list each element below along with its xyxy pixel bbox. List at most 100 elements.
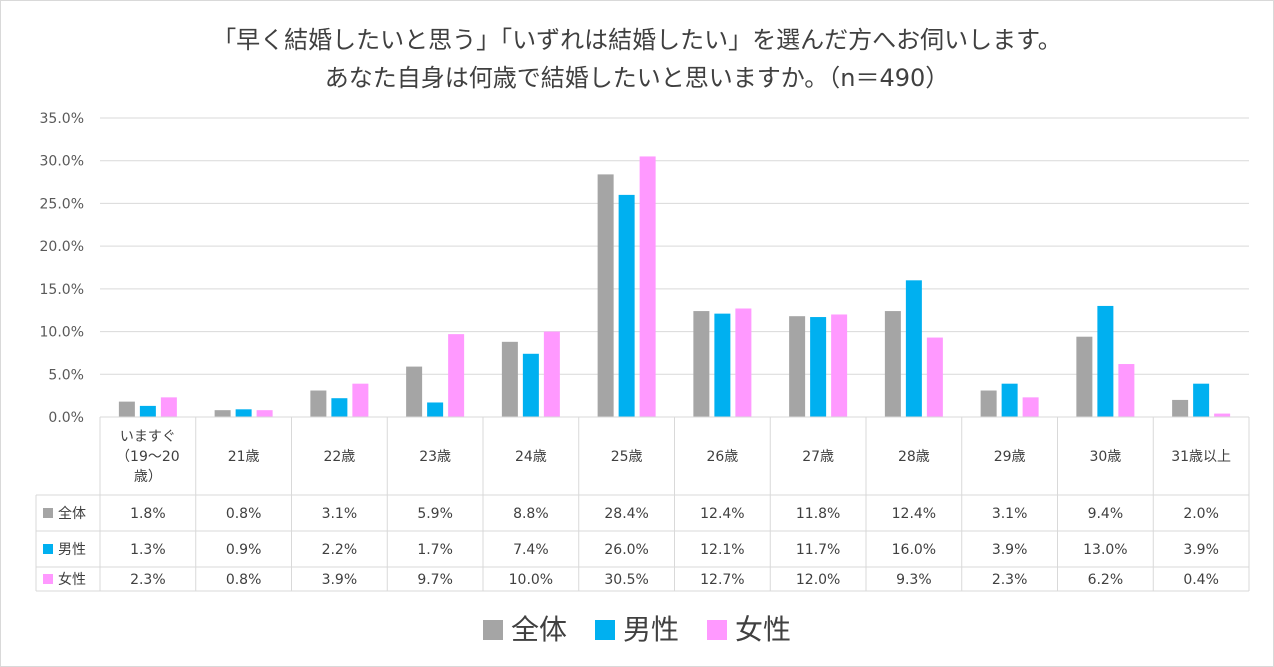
y-tick-label: 0.0% <box>48 410 84 426</box>
data-label: 1.8% <box>130 506 166 522</box>
data-label: 12.4% <box>892 506 936 522</box>
legend-item: 男性 <box>594 608 679 648</box>
bar-女性 <box>448 334 465 417</box>
bar-男性 <box>522 353 539 417</box>
legend-swatch <box>707 620 727 640</box>
category-label: （19～20 <box>116 449 180 465</box>
data-label: 3.1% <box>992 506 1028 522</box>
data-label: 26.0% <box>604 542 648 558</box>
bar-女性 <box>543 331 560 417</box>
data-label: 6.2% <box>1088 572 1124 588</box>
data-label: 7.4% <box>513 542 549 558</box>
data-label: 0.9% <box>226 542 262 558</box>
category-label: 29歳 <box>994 449 1026 465</box>
category-label: 歳） <box>134 469 162 485</box>
data-label: 9.7% <box>417 572 453 588</box>
bar-全体 <box>693 311 710 417</box>
bar-全体 <box>789 316 806 417</box>
bar-全体 <box>1076 336 1093 417</box>
data-label: 12.0% <box>796 572 840 588</box>
data-label: 11.8% <box>796 506 840 522</box>
table-series-name: 男性 <box>58 542 86 558</box>
bar-全体 <box>310 390 327 417</box>
category-label: 27歳 <box>802 449 834 465</box>
y-tick-label: 30.0% <box>40 154 84 170</box>
bar-男性 <box>618 194 635 417</box>
category-label: 23歳 <box>419 449 451 465</box>
y-tick-label: 20.0% <box>40 239 84 255</box>
legend-swatch <box>594 620 615 640</box>
y-tick-label: 25.0% <box>40 196 84 212</box>
bar-男性 <box>331 398 348 417</box>
chart-title-line-1: 「早く結婚したいと思う」「いずれは結婚したい」を選んだ方へお伺いします。 <box>212 26 1062 54</box>
y-tick-label: 10.0% <box>40 325 84 341</box>
bar-男性 <box>1097 305 1114 417</box>
bar-男性 <box>139 405 156 417</box>
bar-女性 <box>926 337 943 417</box>
bar-全体 <box>118 401 135 417</box>
data-label: 28.4% <box>604 506 648 522</box>
table-series-name: 全体 <box>58 505 86 522</box>
chart-title-line-2: あなた自身は何歳で結婚したいと思いますか。（n＝490） <box>324 64 950 92</box>
legend: 全体 男性 女性 <box>0 608 1274 648</box>
bar-全体 <box>884 311 901 417</box>
category-label: 22歳 <box>323 449 355 465</box>
data-label: 3.9% <box>1183 542 1219 558</box>
bar-男性 <box>905 280 922 417</box>
legend-label: 全体 <box>510 613 567 646</box>
data-label: 2.0% <box>1183 506 1219 522</box>
data-label: 3.9% <box>322 572 358 588</box>
data-label: 3.9% <box>992 542 1028 558</box>
data-label: 9.3% <box>896 572 932 588</box>
bar-女性 <box>831 314 848 417</box>
bar-全体 <box>406 366 423 417</box>
bar-女性 <box>256 410 273 417</box>
data-label: 16.0% <box>892 542 936 558</box>
bar-女性 <box>1118 364 1135 417</box>
data-label: 1.7% <box>417 542 453 558</box>
data-label: 0.8% <box>226 572 262 588</box>
category-label: 21歳 <box>228 449 260 465</box>
legend-label: 男性 <box>622 613 679 646</box>
bar-男性 <box>235 409 252 417</box>
y-tick-label: 5.0% <box>48 367 84 383</box>
bar-女性 <box>735 308 752 417</box>
data-label: 2.2% <box>322 542 358 558</box>
bar-女性 <box>352 383 369 417</box>
data-label: 10.0% <box>509 572 553 588</box>
table-legend-key <box>43 508 53 518</box>
y-tick-label: 15.0% <box>40 282 84 298</box>
bar-男性 <box>1193 383 1210 417</box>
data-label: 12.1% <box>700 542 744 558</box>
category-label: 31歳以上 <box>1171 449 1231 465</box>
category-label: 28歳 <box>898 449 930 465</box>
legend-swatch <box>482 620 503 640</box>
category-label: 26歳 <box>706 449 738 465</box>
category-label: 30歳 <box>1089 449 1121 465</box>
category-label: いますぐ <box>120 429 176 445</box>
bar-男性 <box>714 313 731 417</box>
bar-男性 <box>810 317 827 417</box>
bar-全体 <box>597 174 614 417</box>
legend-item: 全体 <box>482 608 567 648</box>
bar-全体 <box>1172 399 1189 417</box>
data-label: 13.0% <box>1083 542 1127 558</box>
bar-全体 <box>214 410 231 417</box>
bar-女性 <box>1214 413 1231 417</box>
bar-全体 <box>980 390 997 417</box>
bar-女性 <box>639 156 656 417</box>
data-label: 0.8% <box>226 506 262 522</box>
data-label: 2.3% <box>130 572 166 588</box>
table-legend-key <box>43 544 53 554</box>
data-label: 8.8% <box>513 506 549 522</box>
bar-女性 <box>160 397 177 417</box>
bar-男性 <box>427 402 444 417</box>
data-label: 9.4% <box>1088 506 1124 522</box>
y-tick-label: 35.0% <box>40 111 84 127</box>
data-label: 30.5% <box>604 572 648 588</box>
data-label: 3.1% <box>322 506 358 522</box>
bar-男性 <box>1001 383 1018 417</box>
bar-全体 <box>501 341 518 417</box>
